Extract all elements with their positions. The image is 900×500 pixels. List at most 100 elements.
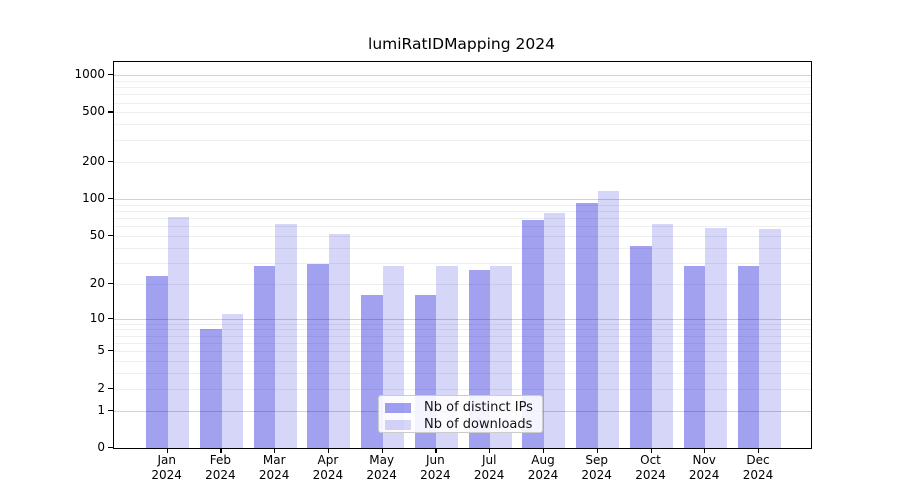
x-axis-tick: [435, 448, 437, 453]
y-tick-label: 0: [97, 440, 105, 454]
gridline-minor: [114, 226, 811, 228]
bar-downloads-aug: [543, 212, 566, 448]
bar-distinct-ips-feb: [200, 329, 222, 448]
bar-distinct-ips-oct: [630, 246, 652, 448]
x-tick-label: May 2024: [366, 453, 397, 482]
bar-distinct-ips-apr: [307, 264, 329, 448]
plot-area: [113, 61, 812, 449]
gridline-minor: [114, 210, 811, 212]
x-axis-tick: [166, 448, 168, 453]
gridline-minor: [114, 124, 811, 126]
legend: Nb of distinct IPs Nb of downloads: [378, 395, 543, 433]
gridline-major: [114, 75, 811, 76]
x-tick-label: Mar 2024: [258, 453, 290, 482]
y-axis-tick: [108, 282, 113, 284]
x-tick-label: Sep 2024: [581, 453, 612, 482]
y-axis-tick: [108, 447, 113, 449]
x-tick-label: Aug 2024: [527, 453, 559, 482]
y-axis-tick: [108, 160, 113, 162]
y-axis-tick: [108, 234, 113, 236]
y-axis-tick: [108, 409, 113, 411]
gridline-minor: [114, 262, 811, 264]
x-tick-label: Jan 2024: [151, 453, 182, 482]
gridline-minor: [114, 217, 811, 219]
gridline-minor: [114, 87, 811, 89]
x-tick-label: Jul 2024: [473, 453, 505, 482]
bar-downloads-apr: [328, 233, 351, 448]
gridline-minor: [114, 329, 811, 331]
y-tick-label: 20: [89, 275, 105, 290]
gridline-minor: [114, 247, 811, 249]
bar-downloads-feb: [221, 313, 243, 448]
y-tick-label: 1000: [74, 67, 105, 81]
bar-downloads-dec: [759, 228, 781, 448]
y-axis-tick: [108, 317, 113, 319]
bar-distinct-ips-dec: [737, 266, 759, 448]
y-tick-label: 10: [89, 310, 105, 325]
y-axis-tick: [108, 74, 113, 76]
bar-downloads-sep: [597, 191, 620, 448]
y-tick-label: 500: [82, 104, 105, 119]
x-tick-label: Nov 2024: [688, 453, 720, 482]
x-tick-label: Dec 2024: [742, 453, 774, 482]
gridline-minor: [114, 388, 811, 390]
y-tick-label: 200: [82, 153, 105, 168]
gridline-major: [114, 198, 811, 200]
y-axis-tick: [108, 387, 113, 389]
x-axis-tick: [596, 448, 598, 453]
y-tick-label: 1: [97, 402, 105, 417]
y-tick-label: 5: [97, 343, 105, 358]
legend-label-distinct-ips: Nb of distinct IPs: [424, 400, 533, 415]
bar-downloads-jan: [167, 217, 190, 448]
x-tick-label: Oct 2024: [635, 453, 666, 482]
y-axis-tick: [108, 197, 113, 200]
legend-swatch-downloads-icon: [385, 419, 411, 430]
gridline-minor: [114, 161, 811, 163]
bar-distinct-ips-nov: [683, 266, 706, 448]
bar-distinct-ips-mar: [253, 266, 276, 448]
x-tick-label: Feb 2024: [205, 453, 236, 482]
y-tick-label: 100: [82, 190, 105, 205]
x-axis-tick: [758, 448, 760, 453]
y-axis-tick: [108, 350, 113, 352]
x-axis-tick: [220, 448, 222, 453]
gridline-minor: [114, 139, 811, 141]
bar-downloads-oct: [651, 223, 673, 448]
bar-distinct-ips-may: [361, 295, 383, 448]
legend-item-downloads: Nb of downloads: [385, 417, 542, 432]
y-axis-tick: [108, 111, 113, 113]
gridline-major: [114, 318, 811, 320]
gridline-minor: [114, 283, 811, 285]
gridline-minor: [114, 373, 811, 375]
x-axis-tick: [489, 448, 491, 453]
bar-distinct-ips-aug: [522, 220, 544, 448]
x-axis-tick: [381, 448, 383, 453]
x-tick-label: Apr 2024: [312, 453, 344, 482]
legend-item-distinct-ips: Nb of distinct IPs: [385, 400, 542, 415]
gridline-minor: [114, 102, 811, 104]
gridline-minor: [114, 94, 811, 96]
legend-label-downloads: Nb of downloads: [424, 417, 533, 432]
gridline-minor: [114, 335, 811, 337]
y-tick-label: 2: [97, 380, 105, 395]
x-tick-label: Jun 2024: [420, 453, 451, 482]
bar-downloads-mar: [275, 223, 297, 448]
x-axis-tick: [543, 448, 545, 453]
x-axis-tick: [650, 448, 652, 453]
legend-swatch-distinct-ips-icon: [385, 402, 411, 413]
chart-title: lumiRatIDMapping 2024: [368, 35, 555, 53]
gridline-minor: [114, 351, 811, 353]
y-tick-label: 50: [89, 227, 105, 242]
gridline-minor: [114, 204, 811, 206]
x-axis-tick: [327, 448, 330, 453]
gridline-minor: [114, 343, 811, 344]
x-axis-tick: [704, 448, 706, 453]
x-axis-tick: [274, 448, 276, 453]
gridline-minor: [114, 361, 811, 363]
bar-downloads-nov: [705, 227, 727, 448]
gridline-minor: [114, 235, 811, 237]
bar-distinct-ips-jan: [146, 276, 168, 448]
gridline-minor: [114, 80, 811, 82]
gridline-minor: [114, 112, 811, 114]
